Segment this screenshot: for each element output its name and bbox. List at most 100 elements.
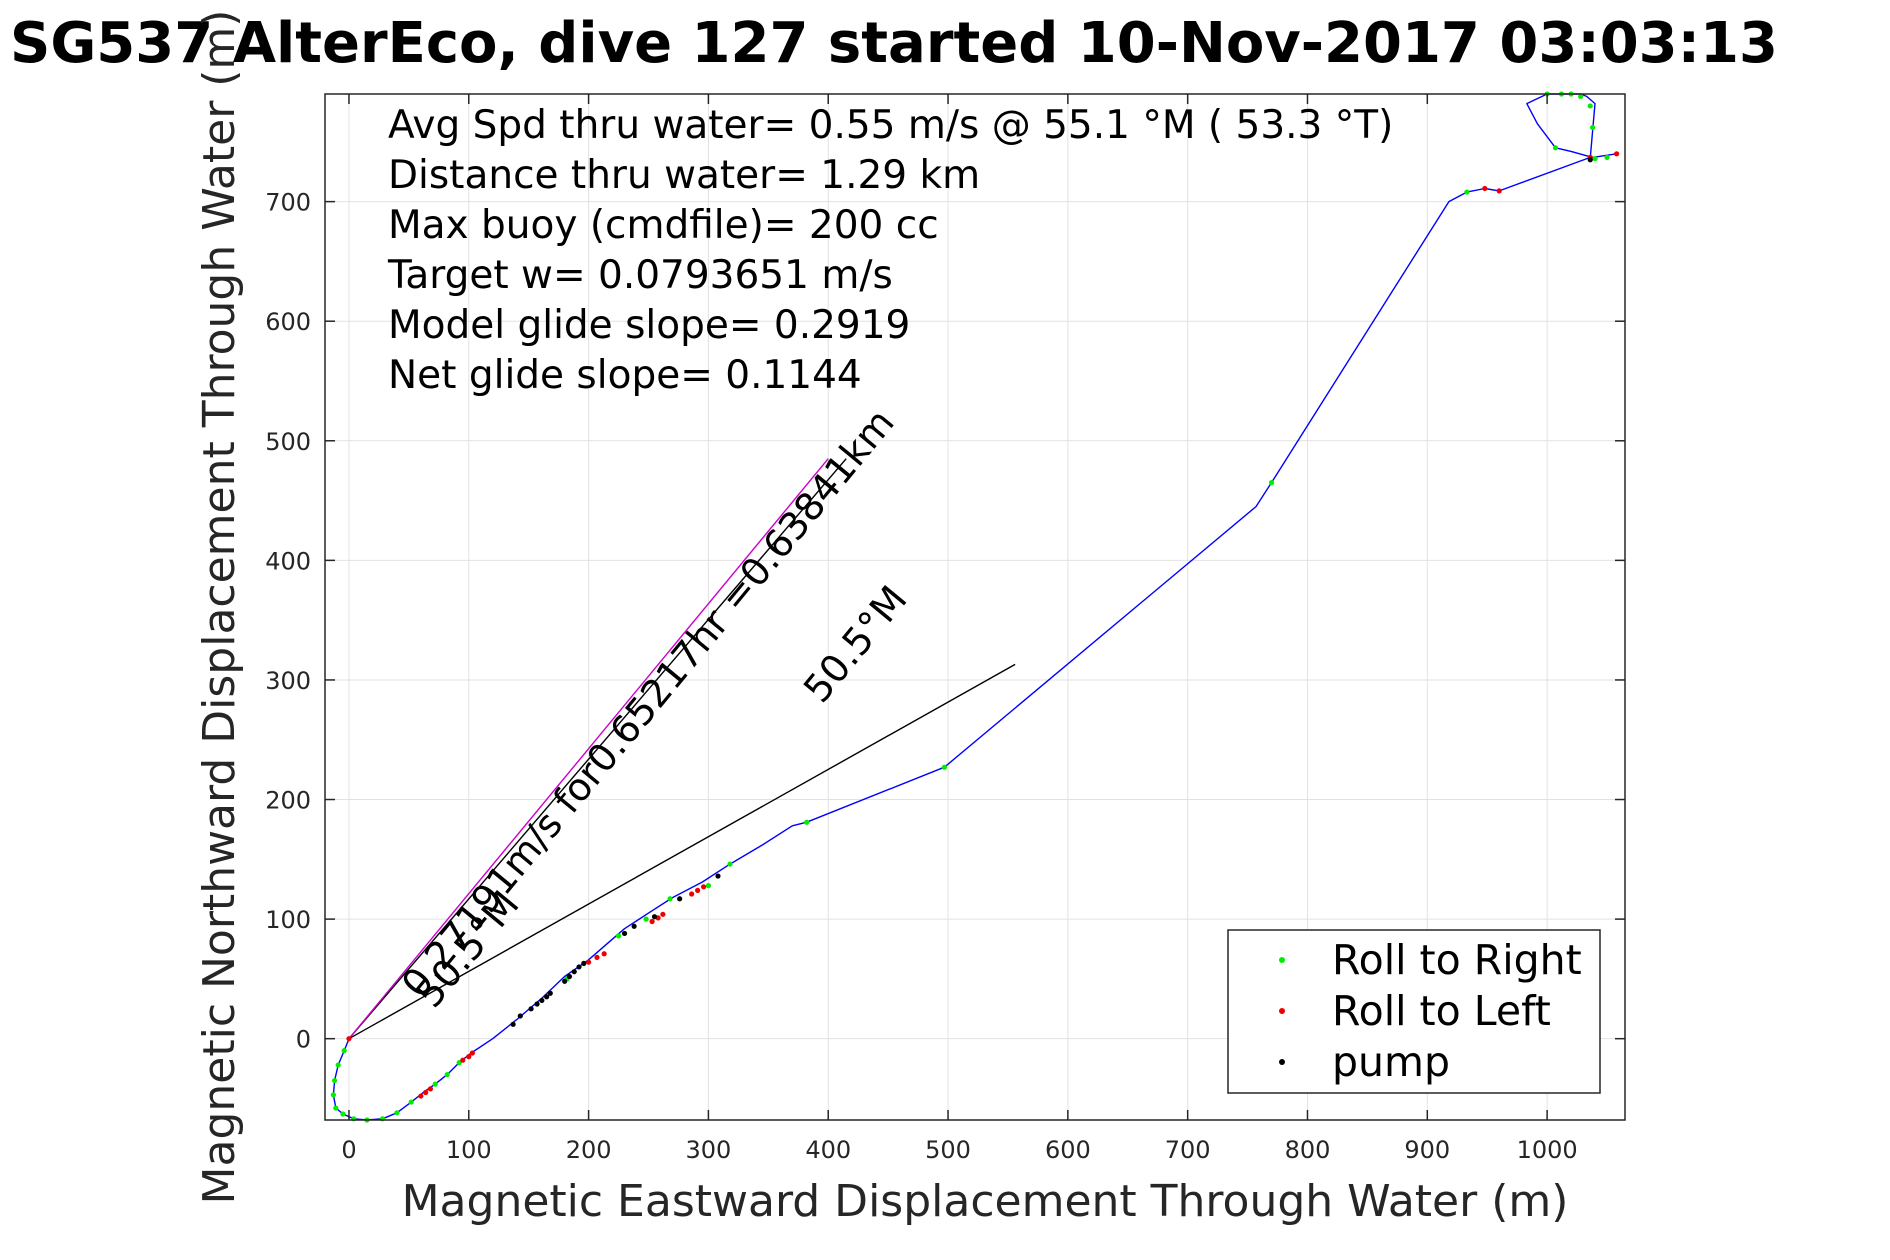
marker-pump: [510, 1021, 516, 1027]
marker-pump: [517, 1013, 523, 1019]
marker-pump: [566, 973, 573, 980]
legend: Roll to Right Roll to Left pump: [1227, 929, 1601, 1094]
current-vector-line: [348, 458, 829, 1040]
marker-roll-right: [1590, 124, 1596, 131]
y-tick-label: 300: [265, 667, 311, 695]
marker-pump: [1587, 157, 1593, 163]
marker-roll-left: [427, 1086, 434, 1092]
current-vector: [348, 458, 829, 1040]
marker-roll-right: [1552, 145, 1559, 151]
marker-pump: [534, 1001, 540, 1007]
marker-roll-left: [418, 1093, 424, 1099]
plot-frame: [324, 93, 1626, 1121]
marker-pump: [547, 990, 553, 996]
marker-pump: [562, 978, 568, 984]
marker-pump: [621, 930, 628, 937]
marker-pump: [631, 923, 637, 929]
legend-box: [1227, 929, 1601, 1094]
marker-roll-right: [394, 1110, 400, 1116]
marker-roll-right: [330, 1092, 336, 1098]
marker-pump: [576, 964, 582, 970]
info-target-w: Target w= 0.0793651 m/s: [387, 253, 893, 298]
legend-marker-roll-left: [1279, 1008, 1285, 1014]
info-model-glide-slope: Model glide slope= 0.2919: [388, 303, 910, 348]
marker-roll-left: [1482, 185, 1488, 192]
x-tick-label: 800: [1285, 1136, 1331, 1164]
x-tick-label: 100: [446, 1136, 492, 1164]
marker-pump: [571, 969, 577, 975]
marker-roll-right: [331, 1077, 338, 1084]
marker-roll-left: [469, 1050, 475, 1056]
info-box: Avg Spd thru water= 0.55 m/s @ 55.1 °M (…: [387, 103, 1393, 398]
marker-roll-right: [408, 1099, 414, 1105]
legend-marker-pump: [1279, 1059, 1285, 1065]
marker-pump: [544, 994, 550, 1000]
marker-roll-right: [643, 916, 649, 922]
marker-roll-right: [444, 1071, 450, 1078]
marker-roll-right: [667, 896, 673, 902]
y-tick-label: 0: [296, 1026, 311, 1054]
marker-roll-left: [695, 887, 701, 894]
marker-roll-right: [1604, 154, 1610, 160]
markers: [330, 91, 1620, 1123]
marker-roll-right: [1587, 103, 1593, 109]
marker-roll-right: [340, 1111, 346, 1117]
marker-roll-right: [1464, 189, 1470, 195]
marker-roll-right: [341, 1048, 347, 1054]
x-tick-label: 600: [1045, 1136, 1091, 1164]
marker-roll-left: [701, 884, 707, 890]
marker-roll-left: [460, 1057, 466, 1063]
x-ticks: 0 100 200 300 400 500 600 700 800 900 1000: [341, 94, 1578, 1164]
marker-roll-left: [601, 951, 607, 957]
marker-pump: [581, 960, 587, 966]
marker-roll-right: [727, 861, 733, 867]
info-net-glide-slope: Net glide slope= 0.1144: [388, 353, 862, 398]
info-distance: Distance thru water= 1.29 km: [388, 153, 980, 198]
x-tick-label: 0: [341, 1136, 356, 1164]
x-tick-label: 500: [925, 1136, 971, 1164]
marker-roll-right: [1578, 93, 1584, 99]
grid: [325, 94, 1625, 1120]
y-tick-label: 500: [265, 428, 311, 456]
x-axis-label: Magnetic Eastward Displacement Through W…: [402, 1176, 1569, 1227]
marker-roll-left: [423, 1089, 429, 1096]
legend-label-roll-right: Roll to Right: [1332, 936, 1582, 984]
marker-roll-right: [432, 1081, 438, 1087]
marker-roll-left: [594, 954, 600, 960]
current-cone: [348, 458, 1016, 1040]
marker-roll-right: [941, 764, 948, 770]
info-max-buoy: Max buoy (cmdfile)= 200 cc: [388, 203, 939, 248]
marker-roll-left: [1496, 188, 1502, 194]
marker-roll-left: [649, 918, 655, 925]
marker-pump: [715, 873, 721, 879]
x-tick-label: 300: [686, 1136, 732, 1164]
y-ticks: 0 100 200 300 400 500 600 700: [265, 189, 1625, 1054]
y-tick-label: 400: [265, 547, 311, 575]
marker-pump: [677, 896, 683, 902]
legend-label-roll-left: Roll to Left: [1332, 987, 1551, 1035]
marker-roll-right: [804, 819, 810, 825]
marker-roll-right: [615, 933, 622, 939]
chart-title: SG537 AlterEco, dive 127 started 10-Nov-…: [10, 11, 1778, 76]
marker-roll-left: [585, 959, 592, 965]
marker-roll-right: [333, 1105, 339, 1111]
x-tick-label: 1000: [1517, 1136, 1578, 1164]
marker-roll-left: [660, 911, 666, 917]
marker-roll-left: [1614, 151, 1620, 157]
cone-line: [348, 663, 1016, 1040]
marker-pump: [528, 1006, 534, 1012]
marker-roll-right: [705, 883, 712, 889]
y-tick-label: 200: [265, 787, 311, 815]
legend-marker-roll-right: [1279, 957, 1285, 963]
x-tick-label: 900: [1404, 1136, 1450, 1164]
y-tick-label: 100: [265, 906, 311, 934]
marker-roll-right: [1592, 155, 1598, 162]
y-axis-label: Magnetic Northward Displacement Through …: [194, 10, 245, 1205]
cone-line: [348, 458, 847, 1040]
info-avg-speed: Avg Spd thru water= 0.55 m/s @ 55.1 °M (…: [388, 103, 1393, 148]
marker-roll-left: [466, 1054, 472, 1060]
marker-pump: [651, 914, 658, 920]
marker-roll-left: [346, 1036, 352, 1042]
legend-label-pump: pump: [1332, 1038, 1450, 1086]
